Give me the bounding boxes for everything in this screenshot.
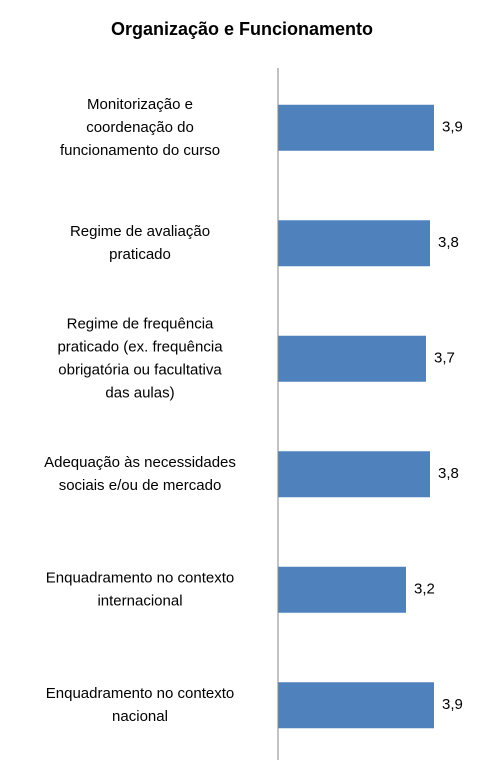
data-label: 3,8 bbox=[438, 234, 459, 251]
bar bbox=[278, 451, 430, 498]
data-label: 3,9 bbox=[442, 119, 463, 136]
data-label: 3,7 bbox=[434, 350, 455, 367]
bar bbox=[278, 220, 430, 267]
data-label: 3,9 bbox=[442, 696, 463, 713]
bar bbox=[278, 335, 426, 382]
y-tick-label: Monitorização e coordenação do funcionamen… bbox=[60, 96, 220, 159]
y-tick-label: Regime de avaliação praticado bbox=[70, 223, 210, 263]
chart-title: Organização e Funcionamento bbox=[111, 19, 373, 39]
data-label: 3,2 bbox=[414, 581, 435, 598]
y-tick-label: Enquadramento no contexto nacional bbox=[46, 685, 234, 725]
bar bbox=[278, 104, 434, 151]
y-tick-label: Enquadramento no contexto internacional bbox=[46, 569, 234, 609]
bar bbox=[278, 682, 434, 729]
data-label: 3,8 bbox=[438, 465, 459, 482]
y-tick-label: Regime de frequência praticado (ex. frequ… bbox=[57, 315, 223, 401]
bar bbox=[278, 566, 406, 613]
y-tick-label: Adequação às necessidades sociais e/ou de… bbox=[44, 454, 236, 494]
